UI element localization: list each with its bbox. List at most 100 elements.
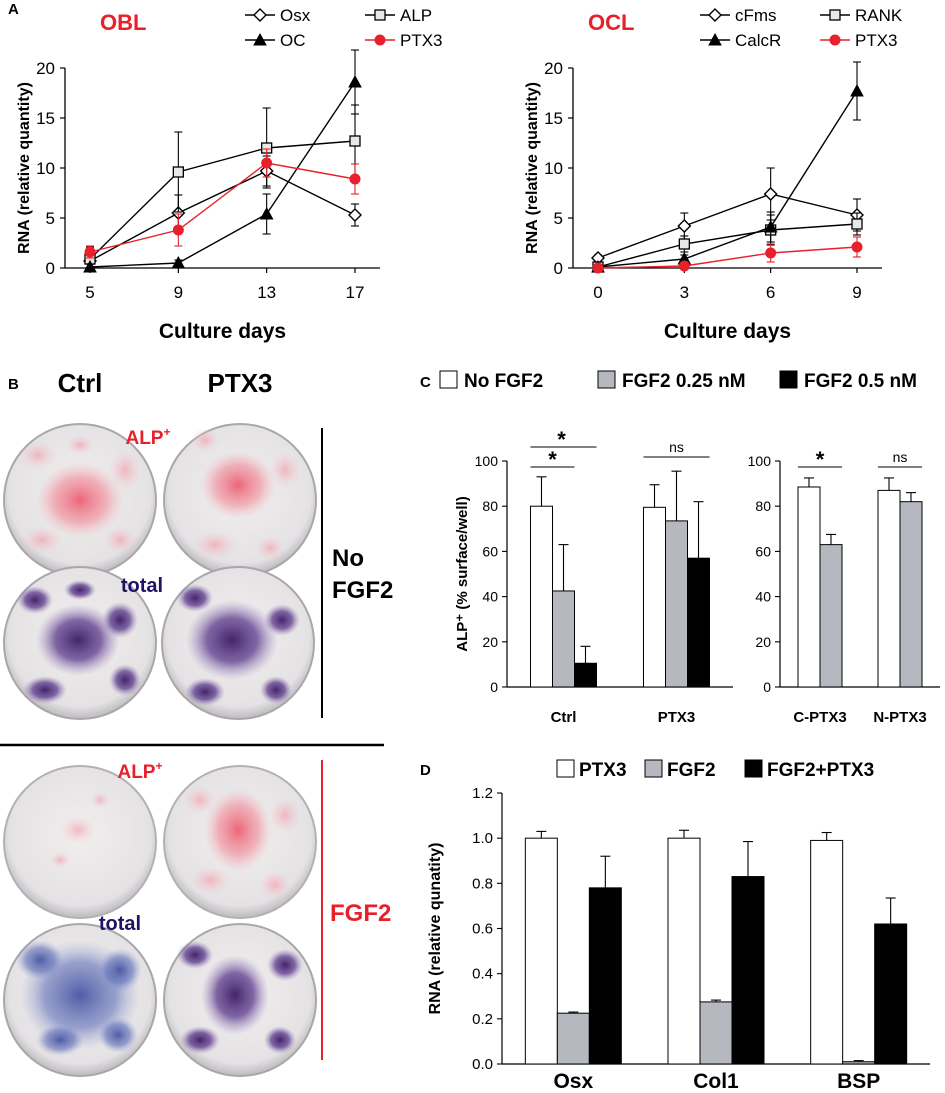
data-point bbox=[850, 83, 864, 97]
data-point bbox=[678, 260, 690, 272]
category-label: C-PTX3 bbox=[793, 709, 846, 726]
x-tick-label: 9 bbox=[852, 283, 861, 302]
sig-ns-nptx3: ns bbox=[893, 449, 908, 465]
y-tick-label: 80 bbox=[755, 498, 771, 514]
series-line bbox=[89, 140, 356, 260]
bar-fgf2-0-5-nm-ctrl bbox=[574, 662, 597, 688]
y-tick-label: 20 bbox=[544, 59, 563, 78]
legend-swatch bbox=[644, 759, 663, 778]
x-tick-label: 3 bbox=[680, 283, 689, 302]
y-tick-label: 100 bbox=[475, 453, 499, 469]
legend-marker bbox=[829, 34, 841, 46]
bar-fgf2-ptx3-col1 bbox=[731, 876, 765, 1065]
bar-fgf2-ptx3-bsp bbox=[874, 923, 908, 1065]
chart-alp-cptx3-nptx3: 0 20 40 60 80 100 C-PTX3 N-PTX3 * ns bbox=[748, 447, 940, 726]
y-tick-label: 0.0 bbox=[472, 1056, 493, 1073]
legend-entry-cfms: cFms bbox=[700, 6, 777, 25]
legend-label: No FGF2 bbox=[464, 371, 543, 392]
chart-rna-genes: 0.0 0.2 0.4 0.6 0.8 1.0 1.2 RNA (relative qunat… bbox=[427, 785, 930, 1093]
group-label-fgf2: FGF2 bbox=[330, 900, 391, 927]
sig-star-ctrl-05: * bbox=[557, 427, 566, 452]
y-tick-label: 0.8 bbox=[472, 875, 493, 892]
chart-title: OCL bbox=[588, 10, 634, 35]
legend-label: FGF2 0.5 nM bbox=[804, 371, 917, 392]
legend-c: No FGF2 FGF2 0.25 nM FGF2 0.5 nM bbox=[439, 370, 917, 392]
legend-entry-rank: RANK bbox=[820, 6, 903, 25]
well-image-ptx3-alp-nofgf2 bbox=[163, 423, 317, 577]
legend-swatch bbox=[556, 759, 575, 778]
sig-ns-ptx3: ns bbox=[669, 439, 684, 455]
legend-entry-fgf2-0-5-nm: FGF2 0.5 nM bbox=[779, 370, 917, 392]
category-label: PTX3 bbox=[658, 709, 696, 726]
x-tick-label: 13 bbox=[257, 283, 276, 302]
series-line bbox=[89, 162, 356, 253]
y-tick-label: 60 bbox=[755, 543, 771, 559]
legend-swatch bbox=[597, 370, 616, 389]
y-tick-label: 0 bbox=[46, 259, 55, 278]
bar-ptx3-osx bbox=[524, 837, 558, 1065]
y-tick-label: 100 bbox=[748, 453, 772, 469]
legend-marker bbox=[374, 9, 386, 21]
legend-entry-oc: OC bbox=[245, 31, 306, 50]
panel-label-c: C bbox=[420, 374, 431, 391]
legend-label: CalcR bbox=[735, 31, 781, 50]
legend-entry-ptx3: PTX3 bbox=[820, 31, 898, 50]
series-line bbox=[89, 170, 356, 262]
legend-marker bbox=[253, 8, 267, 22]
data-point bbox=[349, 173, 361, 185]
y-tick-label: 0.6 bbox=[472, 921, 493, 938]
series-line bbox=[597, 223, 858, 268]
series-line bbox=[597, 246, 858, 269]
column-header-ptx3: PTX3 bbox=[207, 368, 272, 398]
bar-no-fgf2-n-ptx3 bbox=[877, 489, 901, 688]
x-axis-label: Culture days bbox=[159, 320, 286, 343]
series-oc bbox=[83, 49, 362, 273]
legend-entry-fgf2-0-25-nm: FGF2 0.25 nM bbox=[597, 370, 746, 392]
data-point bbox=[84, 246, 96, 258]
legend-marker bbox=[708, 32, 722, 46]
legend-d: PTX3 FGF2 FGF2+PTX3 bbox=[556, 759, 874, 781]
legend-marker bbox=[829, 9, 841, 21]
y-tick-label: 0.4 bbox=[472, 966, 493, 983]
legend-label: FGF2 bbox=[667, 760, 716, 781]
data-point bbox=[763, 187, 778, 201]
y-tick-label: 40 bbox=[755, 589, 771, 605]
legend-swatch bbox=[779, 370, 798, 389]
category-label: Osx bbox=[553, 1070, 593, 1093]
bar-no-fgf2-ctrl bbox=[530, 505, 553, 688]
category-label: Col1 bbox=[693, 1070, 739, 1093]
legend-entry-ptx3: PTX3 bbox=[365, 31, 443, 50]
data-point bbox=[83, 259, 97, 273]
data-point bbox=[851, 241, 863, 253]
data-point bbox=[171, 255, 186, 269]
legend-entry-ptx3: PTX3 bbox=[556, 759, 627, 781]
y-tick-label: 15 bbox=[36, 109, 55, 128]
group-label-nofgf2-line1: No bbox=[332, 545, 364, 572]
series-alp bbox=[84, 104, 361, 271]
legend-swatch bbox=[744, 759, 763, 778]
group-label-nofgf2-line2: FGF2 bbox=[332, 577, 393, 604]
legend-swatch bbox=[439, 370, 458, 389]
data-point bbox=[592, 262, 604, 274]
alp-label-bottom: ALP+ bbox=[117, 759, 162, 783]
y-axis-label: RNA (relative quantity) bbox=[16, 82, 33, 254]
category-label: N-PTX3 bbox=[873, 709, 926, 726]
y-tick-label: 80 bbox=[482, 498, 498, 514]
legend-marker bbox=[374, 34, 386, 46]
y-tick-label: 1.0 bbox=[472, 830, 493, 847]
legend-entry-osx: Osx bbox=[245, 6, 311, 25]
legend-label: PTX3 bbox=[855, 31, 898, 50]
chart-ocl: OCL 0 5 10 15 20 0 3 6 9 Culture days RNA (relative… bbox=[524, 6, 903, 343]
bar-ptx3-col1 bbox=[667, 837, 701, 1065]
chart-alp-ctrl-ptx3: 0 20 40 60 80 100 ALP⁺ (% surface/well) Ctrl PTX… bbox=[454, 427, 733, 726]
series-ptx3 bbox=[592, 236, 863, 274]
sig-star-ctrl-025: * bbox=[548, 447, 557, 472]
series-line bbox=[597, 193, 858, 259]
y-tick-label: 60 bbox=[482, 543, 498, 559]
legend-entry-no-fgf2: No FGF2 bbox=[439, 370, 543, 392]
legend-marker bbox=[253, 32, 267, 46]
data-point bbox=[765, 247, 777, 259]
legend-label: FGF2+PTX3 bbox=[767, 760, 874, 781]
total-label-bottom: total bbox=[99, 913, 141, 935]
